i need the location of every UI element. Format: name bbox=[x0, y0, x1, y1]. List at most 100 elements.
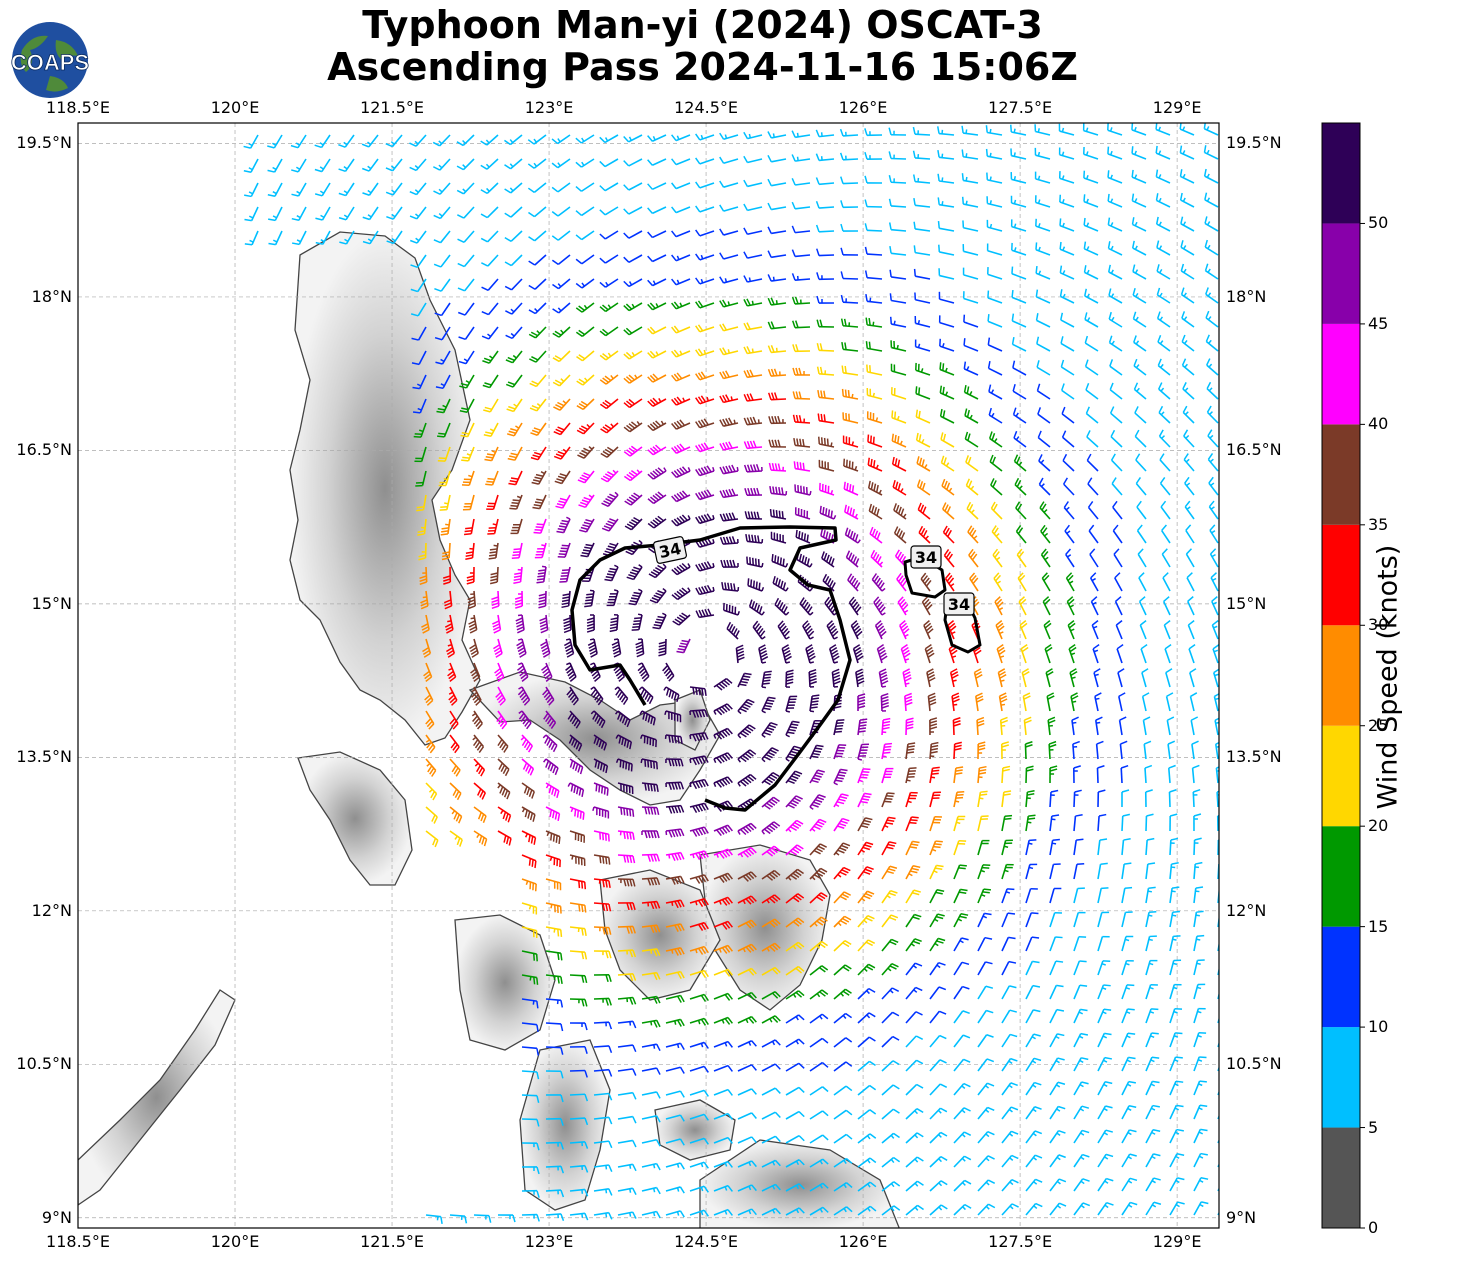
wind-barb-161 bbox=[1155, 193, 1171, 208]
wind-barb-56 bbox=[599, 158, 619, 168]
wind-barb-330 bbox=[963, 314, 979, 328]
wind-barb-356 bbox=[767, 345, 787, 354]
wind-barb-760 bbox=[676, 638, 691, 654]
wind-barb-105 bbox=[791, 178, 811, 186]
wind-barb-94 bbox=[527, 182, 547, 194]
wind-barb-259 bbox=[889, 269, 907, 280]
wind-barb-390 bbox=[767, 368, 787, 377]
wind-barb-756 bbox=[587, 638, 598, 658]
wind-barb-616 bbox=[488, 542, 499, 560]
wind-barb-362 bbox=[914, 339, 931, 352]
wind-barb-519 bbox=[600, 469, 619, 483]
wind-barb-207 bbox=[457, 254, 475, 268]
wind-barb-641 bbox=[1088, 524, 1099, 544]
wind-barb-517 bbox=[554, 470, 571, 485]
wind-barb-268 bbox=[1108, 264, 1123, 280]
wind-barb-265 bbox=[1035, 265, 1051, 280]
wind-barb-78 bbox=[1131, 146, 1147, 160]
wind-barb-674 bbox=[1065, 548, 1075, 568]
wind-barb-125 bbox=[291, 206, 307, 221]
wind-barb-232 bbox=[1059, 241, 1075, 256]
wind-barb-186 bbox=[767, 226, 787, 235]
wind-barb-443 bbox=[413, 422, 427, 438]
wind-barb-456 bbox=[719, 417, 739, 427]
wind-barb-594 bbox=[769, 508, 787, 520]
wind-barb-696 bbox=[772, 575, 789, 592]
wind-barb-322 bbox=[767, 321, 787, 330]
wind-barb-416 bbox=[576, 398, 595, 411]
wind-barb-724 bbox=[631, 613, 643, 631]
wind-barb-365 bbox=[987, 337, 1003, 352]
wind-barb-248 bbox=[623, 278, 643, 288]
wind-barb-422 bbox=[719, 394, 739, 404]
wind-barb-576 bbox=[1159, 476, 1171, 496]
wind-barb-451 bbox=[600, 422, 619, 434]
wind-barb-759 bbox=[658, 638, 667, 657]
wind-barb-4 bbox=[338, 134, 355, 148]
wind-barb-428 bbox=[866, 387, 883, 400]
wind-barb-515 bbox=[508, 470, 523, 486]
wind-barb-114 bbox=[1010, 172, 1027, 184]
wind-barb-11 bbox=[504, 134, 523, 146]
wind-barb-513 bbox=[461, 470, 475, 486]
wind-barb-196 bbox=[1010, 219, 1027, 232]
wind-barb-353 bbox=[695, 348, 715, 357]
wind-barb-287 bbox=[743, 298, 763, 307]
wind-barb-514 bbox=[485, 470, 499, 486]
wind-barb-528 bbox=[818, 459, 835, 472]
wind-barb-427 bbox=[841, 388, 859, 400]
wind-barb-375 bbox=[412, 374, 427, 390]
lat-tick-left-4: 13.5°N bbox=[16, 747, 72, 767]
wind-barb-501 bbox=[988, 431, 1003, 448]
wind-barb-198 bbox=[1059, 218, 1075, 232]
wind-barb-111 bbox=[937, 173, 955, 184]
wind-barb-363 bbox=[939, 338, 955, 352]
wind-barb-331 bbox=[987, 314, 1003, 328]
wind-barb-495 bbox=[842, 435, 859, 448]
wind-barb-340 bbox=[1205, 310, 1219, 328]
wind-barb-505 bbox=[1086, 430, 1099, 448]
wind-barb-171 bbox=[409, 230, 427, 244]
wind-barb-63 bbox=[767, 155, 787, 163]
wind-barb-372 bbox=[1157, 334, 1171, 352]
wind-barb-474 bbox=[1158, 405, 1171, 424]
wind-barb-621 bbox=[602, 542, 619, 557]
wind-barb-652 bbox=[536, 565, 547, 584]
colorbar-bin-1 bbox=[1322, 1027, 1360, 1128]
wind-barb-613 bbox=[418, 542, 427, 561]
wind-barb-295 bbox=[938, 291, 955, 304]
wind-barb-13 bbox=[551, 134, 571, 145]
contour-label-2: 34 bbox=[943, 592, 975, 616]
wind-barb-276 bbox=[481, 302, 499, 316]
wind-barb-681 bbox=[420, 590, 429, 610]
wind-barb-401 bbox=[1036, 360, 1051, 376]
wind-barb-458 bbox=[768, 415, 787, 425]
wind-barb-426 bbox=[817, 389, 835, 400]
wind-barb-493 bbox=[793, 437, 811, 448]
wind-barb-325 bbox=[840, 318, 859, 328]
wind-barb-471 bbox=[1085, 406, 1099, 424]
wind-barb-726 bbox=[672, 612, 691, 626]
wind-barb-190 bbox=[864, 223, 883, 232]
wind-barb-587 bbox=[601, 518, 619, 532]
wind-barb-585 bbox=[556, 516, 571, 534]
wind-barb-117 bbox=[1083, 170, 1099, 184]
wind-barb-741 bbox=[1042, 596, 1051, 616]
wind-barb-518 bbox=[577, 470, 595, 484]
wind-barb-598 bbox=[868, 503, 883, 520]
wind-barb-392 bbox=[816, 366, 835, 376]
wind-barb-567 bbox=[941, 478, 955, 496]
wind-barb-258 bbox=[864, 270, 883, 280]
wind-barb-272 bbox=[1204, 263, 1219, 280]
wind-barb-95 bbox=[551, 182, 571, 193]
wind-barb-267 bbox=[1083, 265, 1099, 280]
wind-barb-0 bbox=[243, 134, 259, 149]
wind-barb-544 bbox=[1207, 453, 1219, 472]
wind-barb-645 bbox=[1185, 524, 1195, 544]
wind-barb-754 bbox=[540, 638, 551, 658]
wind-barb-41 bbox=[243, 158, 259, 173]
wind-barb-91 bbox=[456, 182, 475, 195]
wind-barb-271 bbox=[1180, 263, 1195, 280]
wind-barb-450 bbox=[576, 422, 595, 435]
wind-barb-480 bbox=[484, 446, 499, 462]
